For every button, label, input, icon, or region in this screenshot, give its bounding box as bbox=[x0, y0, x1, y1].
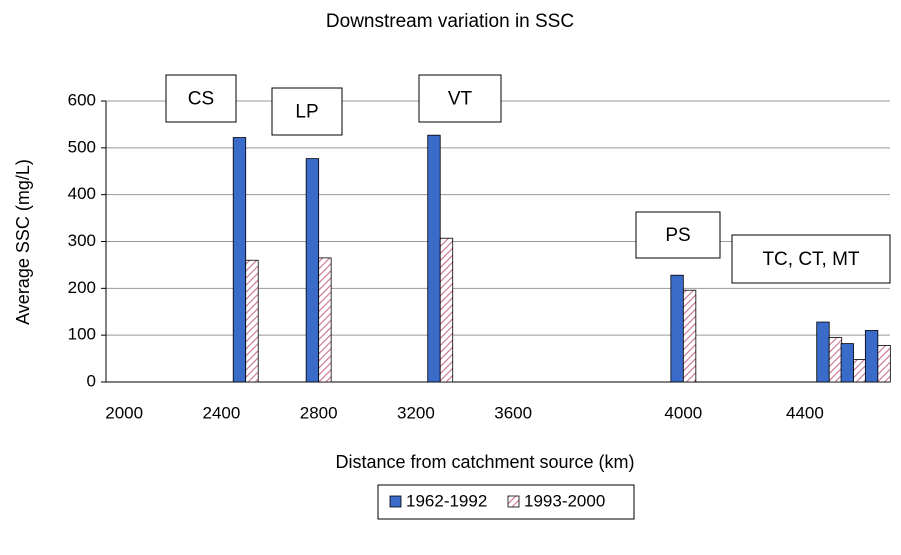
bar bbox=[232, 137, 247, 383]
legend-box bbox=[377, 484, 635, 520]
annotation: VT bbox=[448, 89, 473, 110]
bar bbox=[305, 158, 320, 383]
y-tick-label: 100 bbox=[68, 325, 96, 344]
bar bbox=[864, 330, 879, 383]
bar bbox=[439, 237, 454, 383]
x-axis-label: Distance from catchment source (km) bbox=[335, 452, 634, 472]
y-tick-label: 600 bbox=[68, 90, 96, 109]
legend-swatch bbox=[389, 495, 402, 508]
chart-title: Downstream variation in SSC bbox=[326, 11, 574, 32]
y-tick-label: 400 bbox=[68, 184, 96, 203]
y-tick-label: 300 bbox=[68, 231, 96, 250]
legend-swatch bbox=[507, 495, 520, 508]
bar bbox=[828, 337, 843, 383]
bar bbox=[816, 321, 830, 383]
bar bbox=[245, 259, 259, 383]
x-tick-label: 4400 bbox=[786, 403, 824, 422]
x-tick-label: 2000 bbox=[105, 403, 143, 422]
annotation-box bbox=[165, 74, 237, 123]
bar bbox=[877, 345, 891, 383]
y-tick-label: 500 bbox=[68, 137, 96, 156]
legend-label: 1962-1992 bbox=[406, 491, 487, 510]
bar bbox=[427, 134, 441, 383]
annotation: TC, CT, MT bbox=[762, 249, 859, 270]
x-tick-label: 2800 bbox=[300, 403, 338, 422]
annotation: CS bbox=[188, 89, 214, 110]
y-tick-label: 0 bbox=[87, 371, 96, 390]
bar bbox=[853, 359, 867, 383]
annotation-box bbox=[418, 74, 502, 123]
x-tick-label: 3600 bbox=[494, 403, 532, 422]
y-axis-label: Average SSC (mg/L) bbox=[13, 159, 33, 325]
x-tick-label: 3200 bbox=[397, 403, 435, 422]
annotation-box bbox=[635, 211, 721, 259]
bar bbox=[318, 257, 332, 383]
annotation: PS bbox=[665, 225, 690, 246]
x-tick-label: 4000 bbox=[664, 403, 702, 422]
annotation: LP bbox=[295, 102, 318, 123]
annotation-box bbox=[731, 234, 891, 284]
bar bbox=[682, 289, 697, 383]
y-tick-label: 200 bbox=[68, 278, 96, 297]
legend-label: 1993-2000 bbox=[524, 491, 605, 510]
bar bbox=[670, 274, 684, 383]
x-tick-label: 2400 bbox=[202, 403, 240, 422]
bar bbox=[840, 343, 854, 383]
annotation-box bbox=[271, 87, 343, 136]
